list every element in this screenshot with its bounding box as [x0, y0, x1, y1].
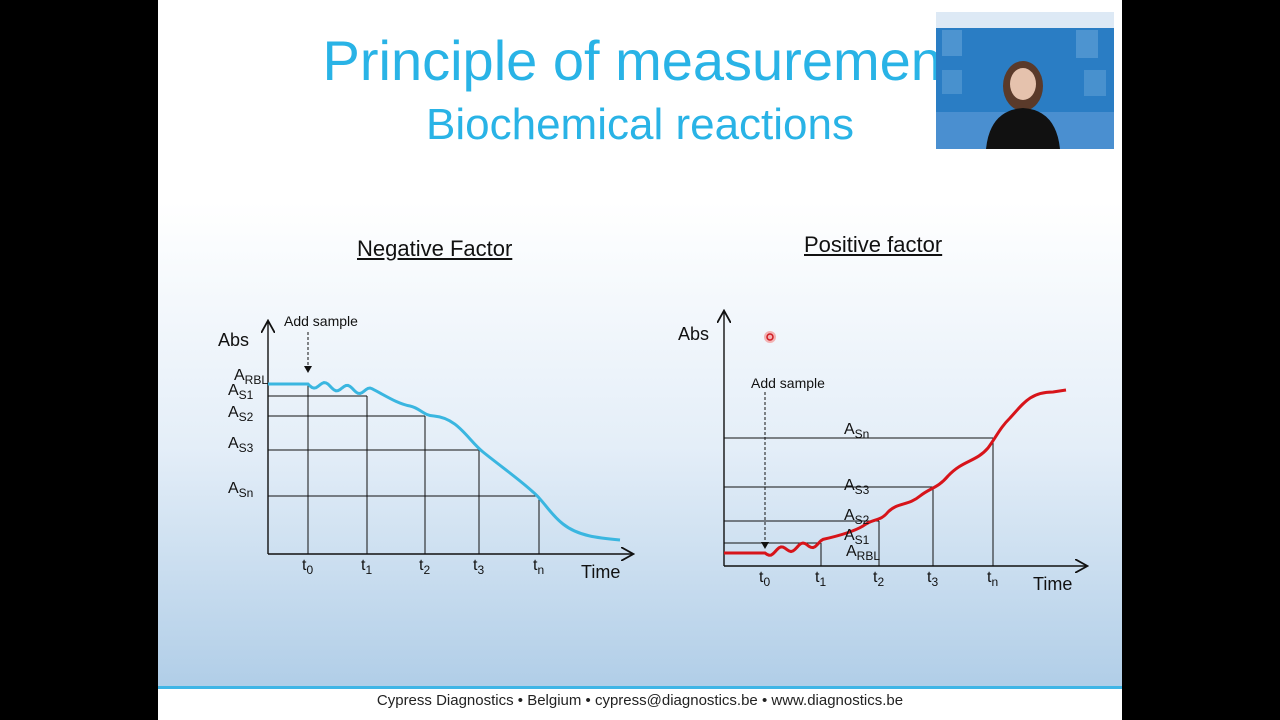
negative-x-tick-labels: t0 t1 t2 t3 tn	[302, 557, 544, 577]
negative-x-tick-label: tn	[533, 557, 544, 577]
presenter-webcam	[936, 12, 1114, 149]
positive-y-level-label: ARBL	[846, 543, 880, 563]
positive-y-level-label: AS2	[844, 507, 870, 527]
negative-y-level-label: AS2	[228, 404, 254, 424]
footer-bar	[158, 686, 1122, 720]
positive-x-tick-label: t2	[873, 569, 884, 589]
positive-add-sample-label: Add sample	[751, 375, 825, 391]
positive-y-level-label: AS1	[844, 527, 870, 547]
negative-y-level-label: AS1	[228, 382, 254, 402]
positive-factor-curve	[724, 388, 1067, 557]
negative-y-axis-label: Abs	[218, 330, 249, 350]
negative-x-tick-label: t3	[473, 557, 484, 577]
negative-x-axis-label: Time	[581, 562, 620, 582]
negative-x-tick-label: t0	[302, 557, 313, 577]
positive-y-level-label: AS3	[844, 477, 870, 497]
presenter-video-frame	[936, 12, 1114, 149]
positive-x-tick-label: tn	[987, 569, 998, 589]
positive-x-tick-label: t3	[927, 569, 938, 589]
positive-y-level-label: ASn	[844, 421, 869, 441]
laser-pointer-icon	[764, 331, 776, 343]
positive-x-tick-label: t1	[815, 569, 826, 589]
positive-factor-heading: Positive factor	[804, 232, 943, 257]
negative-y-level-label: ASn	[228, 480, 253, 500]
negative-y-level-label: AS3	[228, 435, 254, 455]
negative-factor-curve	[268, 381, 621, 542]
positive-x-axis-label: Time	[1033, 574, 1072, 594]
negative-x-tick-label: t2	[419, 557, 430, 577]
positive-y-axis-label: Abs	[678, 324, 709, 344]
positive-x-tick-labels: t0 t1 t2 t3 tn	[759, 569, 998, 589]
slide-subtitle: Biochemical reactions	[426, 100, 854, 149]
footer-contact: Cypress Diagnostics • Belgium • cypress@…	[376, 692, 904, 709]
positive-x-tick-label: t0	[759, 569, 770, 589]
negative-chart-gridlines	[268, 384, 540, 554]
negative-y-level-label: ARBL	[234, 367, 268, 387]
negative-factor-heading: Negative Factor	[357, 236, 513, 261]
negative-x-tick-label: t1	[361, 557, 372, 577]
negative-add-sample-label: Add sample	[284, 313, 358, 329]
slide-title: Principle of measurement	[322, 29, 958, 92]
